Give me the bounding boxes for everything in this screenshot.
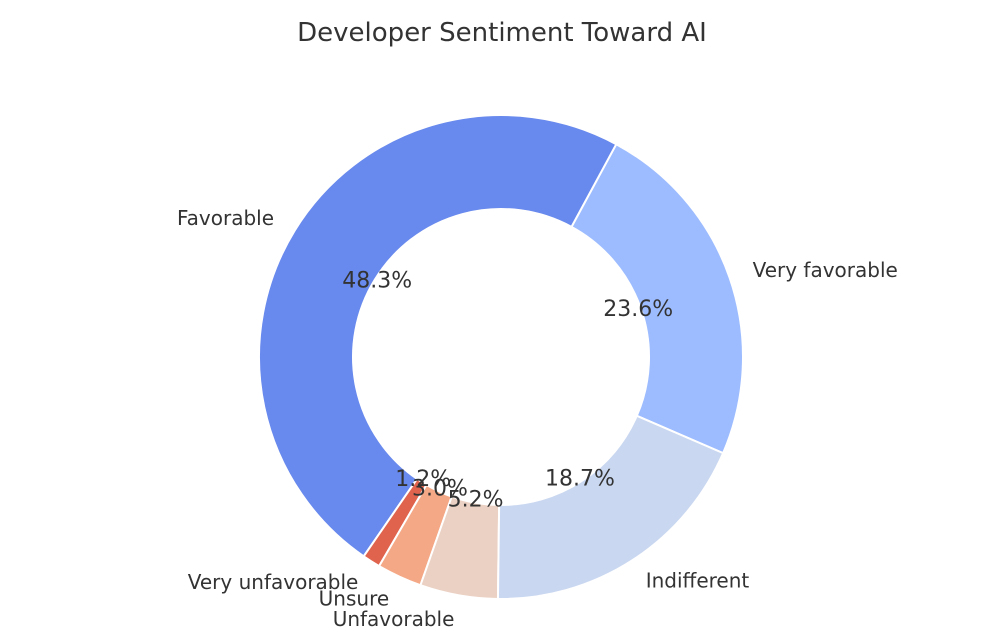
category-label-unsure: Unsure [319,587,390,611]
percent-label-very-unfavorable: 1.2% [395,467,451,492]
percent-labels-group: 23.6% 48.3% 1.2%3.0%5.2% 18.7% [342,269,673,513]
category-label-indifferent: Indifferent [646,568,750,592]
category-label-favorable: Favorable [177,206,274,230]
percent-label-very-favorable: 23.6% [603,297,673,322]
percent-label-unfavorable: 5.2% [448,487,504,512]
slices-group [258,114,744,600]
slice-very-favorable [570,142,744,455]
percent-label-unsure: 3.0% [412,476,468,501]
slice-indifferent [496,414,725,600]
slice-favorable [258,114,618,558]
category-label-very-favorable: Very favorable [753,258,898,282]
percent-label-favorable: 48.3% [342,269,412,294]
category-label-unfavorable: Unfavorable [333,607,455,631]
percent-label-indifferent: 18.7% [545,466,615,491]
chart-title: Developer Sentiment Toward AI [297,18,707,48]
category-label-very-unfavorable: Very unfavorable [188,570,359,594]
